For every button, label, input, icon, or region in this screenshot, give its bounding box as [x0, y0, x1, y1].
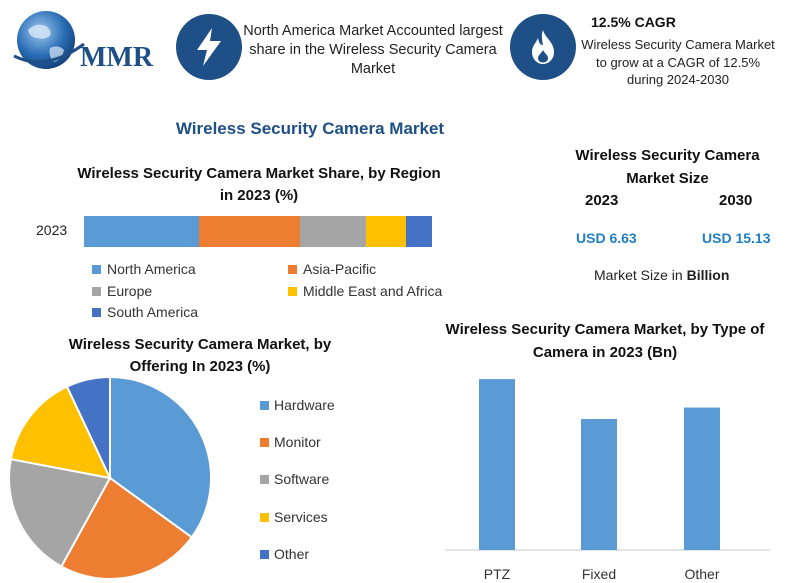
region-chart-title: Wireless Security Camera Market Share, b…: [77, 165, 441, 204]
market-size-year-2023: 2023: [585, 192, 619, 209]
legend-label: Europe: [107, 283, 153, 299]
pie-legend-label-other: Other: [274, 546, 309, 562]
legend-label: North America: [107, 261, 196, 277]
unit-bold: Billion: [686, 267, 730, 283]
x-tick-label-ptz: PTZ: [484, 566, 511, 582]
region-segment-north-america: [84, 216, 199, 247]
pie-slice-services: [9, 385, 112, 480]
logo-text: MMR: [80, 42, 154, 73]
offering-pie-chart: Hardware Monitor Software Services Other: [8, 376, 335, 580]
camera-chart-title: Wireless Security Camera Market, by Type…: [445, 321, 765, 361]
cagr-description: Wireless Security Camera Market to grow …: [581, 37, 775, 87]
pie-legend-label-monitor: Monitor: [274, 434, 321, 450]
pie-legend-swatch-hardware: [260, 401, 269, 410]
offering-chart-title: Wireless Security Camera Market, by Offe…: [68, 336, 332, 375]
globe-icon: MMR: [13, 11, 154, 73]
bar-fixed: [581, 418, 617, 550]
market-size-unit: Market Size in Billion: [594, 267, 729, 283]
region-legend-middle-east-and-africa: Middle East and Africa: [288, 283, 442, 299]
market-size-title: Wireless Security Camera Market Size: [575, 147, 760, 187]
pie-legend-swatch-services: [260, 513, 269, 522]
region-legend-south-america: South America: [92, 304, 198, 320]
region-segment-middle-east-and-africa: [365, 216, 406, 247]
region-segment-south-america: [405, 216, 432, 247]
north-america-callout: North America Market Accounted largest s…: [243, 23, 503, 77]
camera-bar-chart: PTZ Fixed Other: [445, 379, 770, 582]
pie-legend-label-services: Services: [274, 509, 328, 525]
unit-prefix: Market Size in: [594, 267, 687, 283]
region-legend-north-america: North America: [92, 261, 196, 277]
flame-icon: [532, 30, 554, 64]
legend-swatch: [92, 286, 101, 296]
x-tick-label-other: Other: [684, 566, 719, 582]
legend-label: Asia-Pacific: [303, 261, 377, 277]
legend-swatch: [288, 264, 297, 274]
market-size-year-2030: 2030: [719, 192, 753, 209]
legend-swatch: [92, 264, 101, 274]
pie-slice-hardware: [109, 376, 212, 539]
mmr-logo: MMR: [6, 4, 166, 78]
pie-legend-swatch-other: [260, 550, 269, 559]
bolt-badge: [176, 14, 242, 80]
x-tick-label-fixed: Fixed: [582, 566, 616, 582]
bar-other: [684, 407, 720, 550]
pie-legend-label-hardware: Hardware: [274, 397, 335, 413]
region-legend-asia-pacific: Asia-Pacific: [288, 261, 376, 277]
market-size-value-2030: USD 15.13: [702, 230, 771, 246]
legend-label: Middle East and Africa: [303, 283, 443, 299]
region-legend-europe: Europe: [92, 283, 152, 299]
region-segment-europe: [299, 216, 366, 247]
region-stacked-bar: [84, 216, 432, 247]
pie-slice-software: [8, 457, 112, 568]
lightning-bolt-icon: [197, 28, 221, 66]
pie-slice-other: [65, 376, 111, 479]
legend-swatch: [92, 307, 101, 317]
legend-swatch: [288, 286, 297, 296]
market-size-value-2023: USD 6.63: [576, 230, 637, 246]
page-title: Wireless Security Camera Market: [175, 119, 445, 138]
bar-ptz: [479, 379, 515, 550]
flame-badge: [510, 14, 576, 80]
legend-label: South America: [107, 304, 199, 320]
pie-legend-swatch-monitor: [260, 438, 269, 447]
pie-slice-monitor: [59, 476, 194, 580]
pie-legend-swatch-software: [260, 475, 269, 484]
pie-legend-label-software: Software: [274, 471, 329, 487]
cagr-title: 12.5% CAGR: [591, 14, 676, 30]
region-segment-asia-pacific: [198, 216, 300, 247]
region-category-label: 2023: [36, 222, 68, 238]
